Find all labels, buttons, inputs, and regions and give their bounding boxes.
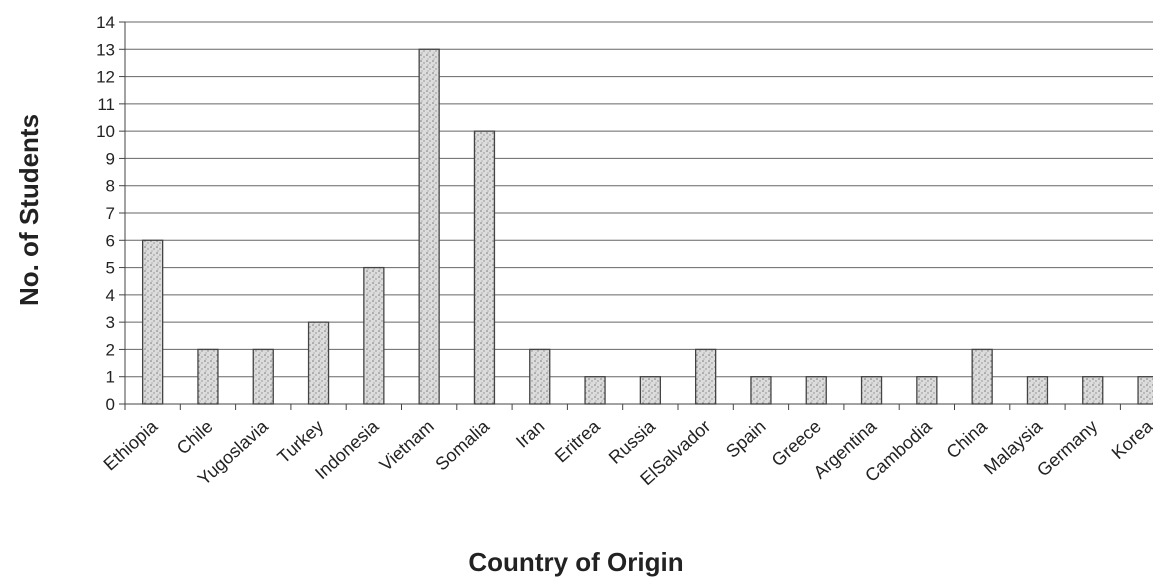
y-tick-label: 8 xyxy=(106,177,115,196)
y-tick-label: 5 xyxy=(106,259,115,278)
x-tick-label: China xyxy=(942,415,991,462)
y-tick-label: 2 xyxy=(106,340,115,359)
y-tick-label: 0 xyxy=(106,395,115,414)
x-tick-label: Vietnam xyxy=(376,416,438,475)
x-tick-label: Somalia xyxy=(431,415,493,474)
bar-greece xyxy=(805,376,827,405)
y-tick-label: 14 xyxy=(96,13,115,32)
y-axis-title: No. of Students xyxy=(14,114,44,306)
bar-cambodia xyxy=(916,376,938,405)
bar-vietnam xyxy=(418,48,440,405)
bar-germany xyxy=(1082,376,1104,405)
y-tick-label: 4 xyxy=(106,286,115,305)
x-axis-title: Country of Origin xyxy=(468,547,683,577)
x-tick-label: Ethiopia xyxy=(100,415,162,474)
bar-elsalvador xyxy=(695,348,717,405)
bar-ethiopia xyxy=(141,239,164,405)
x-tick-label: Chile xyxy=(173,416,217,458)
y-tick-label: 3 xyxy=(106,313,115,332)
y-tick-label: 10 xyxy=(96,122,115,141)
bar-yugoslavia xyxy=(252,348,274,405)
x-tick-label: Iran xyxy=(512,416,548,452)
bar-eritrea xyxy=(584,376,606,405)
gridlines xyxy=(125,21,1153,405)
y-tick-label: 12 xyxy=(96,68,115,87)
bar-turkey xyxy=(307,321,330,405)
y-tick-label: 9 xyxy=(106,149,115,168)
y-tick-label: 11 xyxy=(97,95,115,114)
bar-malaysia xyxy=(1026,376,1049,405)
bar-argentina xyxy=(860,376,883,405)
bar-somalia xyxy=(473,130,496,405)
x-tick-label: Eritrea xyxy=(551,415,605,466)
x-tick-label: Germany xyxy=(1033,416,1101,480)
bars xyxy=(141,48,1153,405)
bar-iran xyxy=(529,348,551,405)
y-tick-label: 6 xyxy=(106,231,115,250)
bar-russia xyxy=(639,376,661,405)
bar-china xyxy=(971,348,993,405)
x-tick-label: Korea xyxy=(1108,415,1153,463)
bar-chile xyxy=(197,348,219,405)
x-tick-label: Turkey xyxy=(273,416,327,467)
bar-korea xyxy=(1137,376,1153,405)
bar-spain xyxy=(750,376,772,405)
y-tick-label: 1 xyxy=(106,368,115,387)
y-tick-label: 7 xyxy=(106,204,115,223)
y-tick-label: 13 xyxy=(96,40,115,59)
x-tick-label: Spain xyxy=(722,416,770,462)
bar-indonesia xyxy=(363,266,385,405)
